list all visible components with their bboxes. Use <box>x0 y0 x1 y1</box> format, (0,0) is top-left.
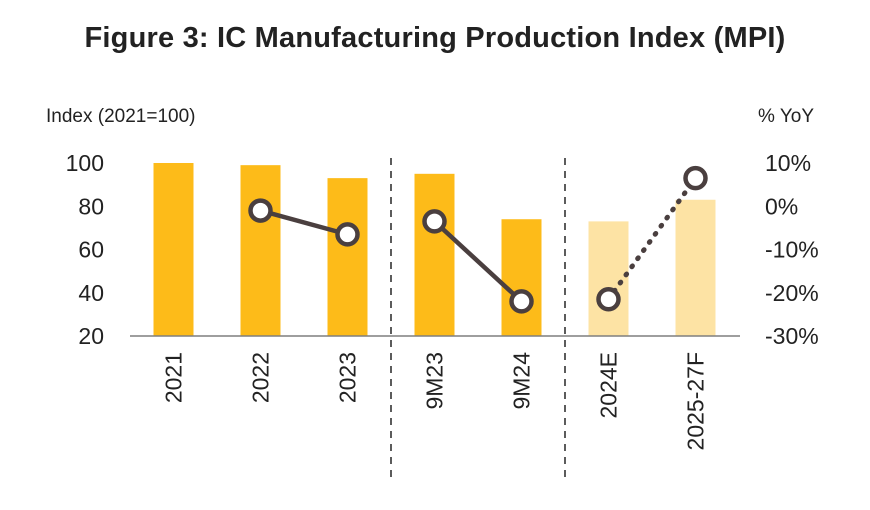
yoy-point-9m24 <box>509 289 534 314</box>
bar-2021 <box>153 163 194 336</box>
bar-2022 <box>240 165 281 336</box>
right-tick-label: 0% <box>765 193 798 219</box>
right-tick-label: -20% <box>765 280 819 306</box>
yoy-line-segment <box>259 208 349 237</box>
left-tick-label: 100 <box>66 150 104 176</box>
left-tick-label: 20 <box>78 323 104 349</box>
yoy-point-2025-27f <box>683 165 708 191</box>
left-axis-title: Index (2021=100) <box>46 106 195 127</box>
category-label: 2024E <box>596 352 622 419</box>
bar-9m23 <box>414 173 455 336</box>
right-tick-label: -30% <box>765 323 819 349</box>
left-tick-label: 40 <box>78 280 104 306</box>
yoy-point-9m23 <box>422 209 447 234</box>
yoy-line-segment <box>432 219 524 304</box>
chart-title: Figure 3: IC Manufacturing Production In… <box>84 22 786 54</box>
yoy-point-2024e <box>596 286 621 312</box>
left-tick-label: 80 <box>78 193 104 219</box>
category-label: 9M24 <box>509 352 535 410</box>
right-tick-label: 10% <box>765 150 811 176</box>
bar-2025-27f <box>675 199 716 336</box>
yoy-point-2022 <box>248 198 273 223</box>
right-tick-label: -10% <box>765 237 819 263</box>
bar-9m24 <box>501 219 542 336</box>
category-label: 9M23 <box>422 352 448 410</box>
yoy-point-2023 <box>335 222 360 247</box>
right-axis-title: % YoY <box>758 106 814 127</box>
bar-2023 <box>327 178 368 336</box>
category-label: 2021 <box>161 352 187 403</box>
left-tick-label: 60 <box>78 237 104 263</box>
category-label: 2025-27F <box>683 352 709 450</box>
category-label: 2022 <box>248 352 274 403</box>
category-label: 2023 <box>335 352 361 403</box>
bar-2024e <box>588 221 629 336</box>
